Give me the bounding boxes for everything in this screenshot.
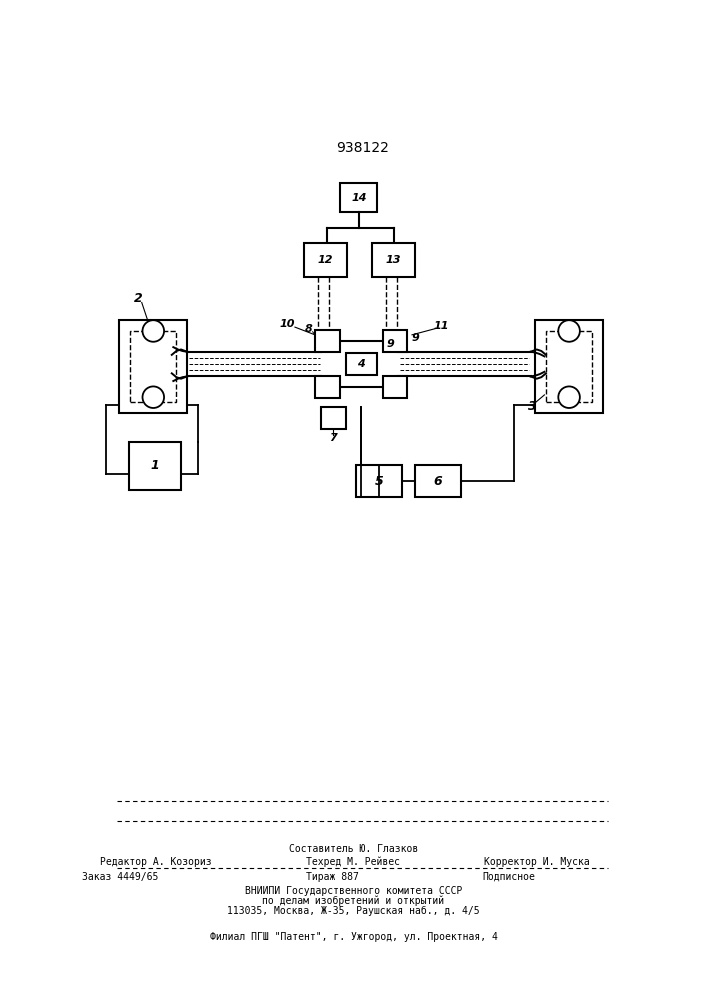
Text: 2: 2 (134, 292, 143, 305)
Text: 8: 8 (305, 324, 312, 334)
Text: 7: 7 (329, 433, 337, 443)
Bar (346, 353, 377, 375)
Text: ВНИИПИ Государственного комитета СССР: ВНИИПИ Государственного комитета СССР (245, 886, 462, 896)
Text: 9: 9 (411, 333, 419, 343)
Bar (382, 376, 407, 398)
Text: 12: 12 (318, 255, 334, 265)
Bar (315, 330, 339, 352)
Text: Техред М. Рейвес: Техред М. Рейвес (307, 856, 400, 867)
Text: 113035, Москва, Ж-35, Раушская наб., д. 4/5: 113035, Москва, Ж-35, Раушская наб., д. … (227, 906, 480, 916)
Text: Составитель Ю. Глазков: Составитель Ю. Глазков (289, 844, 418, 854)
Text: по делам изобретений и открытий: по делам изобретений и открытий (262, 896, 445, 906)
Text: 6: 6 (434, 475, 443, 488)
Bar (315, 376, 339, 398)
Text: 14: 14 (351, 193, 367, 203)
Bar (304, 243, 347, 277)
Bar (546, 331, 592, 402)
Bar (415, 465, 461, 497)
Text: Подписное: Подписное (483, 872, 535, 882)
Bar (382, 330, 407, 352)
Text: 11: 11 (433, 321, 449, 331)
Text: 9: 9 (387, 339, 395, 349)
Circle shape (559, 320, 580, 342)
Bar (372, 243, 415, 277)
Text: 3: 3 (527, 400, 537, 413)
Text: 10: 10 (279, 319, 295, 329)
Text: Тираж 887: Тираж 887 (306, 872, 358, 882)
Text: 938122: 938122 (337, 141, 389, 155)
Text: Корректор И. Муска: Корректор И. Муска (484, 857, 590, 867)
Bar (119, 320, 187, 413)
Bar (321, 407, 346, 429)
Text: 5: 5 (375, 475, 383, 488)
Text: Филиал ПГШ "Патент", г. Ужгород, ул. Проектная, 4: Филиал ПГШ "Патент", г. Ужгород, ул. Про… (209, 932, 498, 942)
Text: 4: 4 (357, 359, 365, 369)
Bar (535, 320, 603, 413)
Text: 1: 1 (151, 459, 159, 472)
Text: Редактор А. Козориз: Редактор А. Козориз (100, 857, 211, 867)
Text: 13: 13 (386, 255, 402, 265)
Circle shape (143, 386, 164, 408)
Bar (129, 442, 181, 490)
Circle shape (559, 386, 580, 408)
Bar (356, 465, 402, 497)
Bar (130, 331, 176, 402)
Bar (340, 183, 378, 212)
Text: Заказ 4449/65: Заказ 4449/65 (82, 872, 158, 882)
Circle shape (143, 320, 164, 342)
